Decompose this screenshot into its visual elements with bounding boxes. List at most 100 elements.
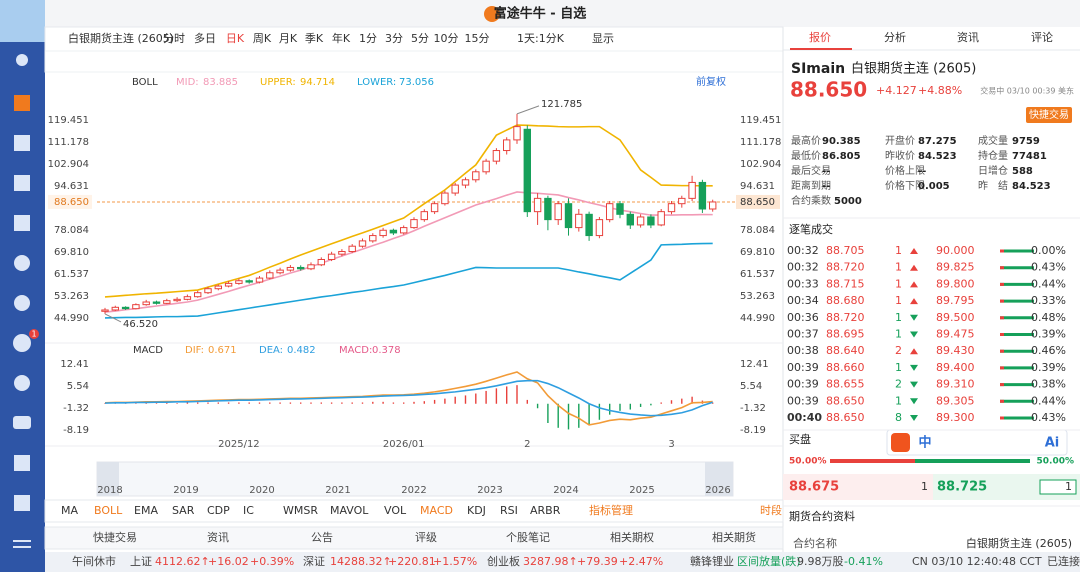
year-label: 2024 — [553, 485, 578, 496]
legend-value: 83.885 — [203, 77, 238, 88]
bottom-tab[interactable]: 快捷交易 — [93, 530, 137, 544]
icon-quote[interactable] — [14, 95, 30, 111]
icon-pie[interactable] — [14, 255, 30, 271]
indicator-tab[interactable]: RSI — [500, 504, 518, 517]
section-title: 期货合约资料 — [789, 509, 855, 523]
adjust-mode[interactable]: 前复权 — [696, 75, 726, 88]
candle-body — [348, 245, 356, 253]
bid-cell — [783, 474, 933, 500]
level-price: 89.400 — [936, 361, 975, 374]
indicator-tab[interactable]: MA — [61, 504, 78, 517]
candle-body — [214, 285, 223, 290]
index-change: +220.81 — [388, 555, 436, 568]
quick-trade[interactable]: 快捷交易 — [1029, 108, 1069, 121]
period-tab[interactable]: 10分 — [434, 32, 459, 45]
index-change: +79.39 — [577, 555, 618, 568]
panel-tab[interactable]: 资讯 — [957, 31, 979, 44]
bottom-tab[interactable]: 相关期权 — [610, 530, 654, 544]
bottom-tab[interactable]: 相关期货 — [712, 530, 756, 544]
price-line-label: 88.650 — [54, 197, 89, 208]
indicator-tab[interactable]: IC — [243, 504, 254, 517]
indicator-tab[interactable]: KDJ — [467, 504, 486, 517]
icon-game[interactable] — [13, 416, 31, 429]
icon-code[interactable] — [14, 455, 30, 471]
candle-body — [472, 171, 480, 181]
trade-arrow — [910, 415, 918, 421]
trade-time: 00:33 — [787, 277, 819, 290]
trade-volume: 2 — [895, 344, 902, 357]
period-tab[interactable]: 周K — [253, 32, 272, 45]
period-tab[interactable]: 5分 — [411, 32, 429, 45]
bottom-tab[interactable]: 资讯 — [207, 531, 229, 544]
indicator-manage[interactable]: 指标管理 — [589, 503, 633, 517]
stat-label: 距离到期 — [791, 179, 831, 192]
candle-body — [379, 229, 387, 237]
trade-price: 88.705 — [826, 244, 865, 257]
panel-tab[interactable]: 评论 — [1031, 30, 1053, 44]
trade-time: 00:32 — [787, 244, 819, 257]
indicator-tab[interactable]: BOLL — [94, 504, 123, 517]
index-pct: +2.47% — [619, 555, 663, 568]
indicator-tab[interactable]: MAVOL — [330, 504, 369, 517]
app-logo — [0, 0, 45, 42]
icon-message[interactable] — [13, 334, 31, 352]
symbol-tab[interactable]: 白银期货主连 (2605) — [68, 31, 174, 45]
candle-body — [101, 309, 109, 312]
session-tab[interactable]: 时段 — [760, 503, 782, 517]
period-tab[interactable]: 季K — [305, 32, 324, 45]
candle-body — [338, 251, 346, 255]
candle-body — [606, 203, 614, 221]
stat-value: -- — [822, 181, 830, 192]
period-tab[interactable]: 年K — [332, 31, 351, 45]
indicator-tab[interactable]: CDP — [207, 504, 230, 517]
level-price: 89.300 — [936, 411, 975, 424]
icon-trade[interactable] — [14, 175, 30, 191]
display-menu[interactable]: 显示 — [592, 32, 614, 45]
sidebar-icons — [13, 54, 31, 548]
indicator-tab[interactable]: ARBR — [530, 504, 561, 517]
icon-chart[interactable] — [14, 135, 30, 151]
alert-pct: -0.41% — [844, 555, 883, 568]
icon-menu[interactable] — [13, 540, 31, 542]
candle-body — [369, 235, 377, 242]
period-tab[interactable]: 15分 — [465, 32, 490, 45]
period-tab[interactable]: 1分 — [359, 32, 377, 45]
ask-size: 1 — [1065, 480, 1072, 493]
period-tab[interactable]: 月K — [279, 32, 298, 45]
candle-body — [173, 298, 181, 302]
indicator-tab[interactable]: WMSR — [283, 504, 318, 517]
trade-time: 00:39 — [787, 394, 819, 407]
panel-tab[interactable]: 分析 — [884, 30, 906, 44]
panel-tab[interactable]: 报价 — [809, 30, 831, 44]
indicator-tab[interactable]: SAR — [172, 504, 195, 517]
icon-user[interactable] — [16, 54, 28, 66]
period-tab[interactable]: 分时 — [163, 32, 185, 45]
bottom-tab[interactable]: 评级 — [415, 531, 437, 544]
icon-filter[interactable] — [14, 215, 30, 231]
period-tab[interactable]: 多日 — [194, 31, 216, 45]
index-name: 上证 — [130, 555, 152, 568]
indicator-tab[interactable]: EMA — [134, 504, 158, 517]
level-price: 89.800 — [936, 277, 975, 290]
icon-menu[interactable] — [13, 546, 31, 548]
y-tick-label: 5.54 — [67, 381, 89, 392]
legend-name: DIF: — [185, 345, 204, 356]
period-tab[interactable]: 日K — [226, 32, 245, 45]
bottom-tab[interactable]: 公告 — [311, 531, 333, 544]
level-price: 89.305 — [936, 394, 975, 407]
indicator-tab[interactable]: MACD — [420, 504, 453, 517]
bid-price: 88.675 — [789, 480, 839, 495]
bid-size: 1 — [921, 480, 928, 493]
icon-doc[interactable] — [14, 495, 30, 511]
icon-moon[interactable] — [14, 375, 30, 391]
indicator-tab[interactable]: VOL — [384, 504, 407, 517]
range-select[interactable]: 1天:1分K — [517, 32, 565, 45]
trade-volume: 1 — [895, 244, 902, 257]
quick-trade-button[interactable] — [1026, 107, 1072, 123]
y-tick-label: 119.451 — [740, 115, 781, 126]
bottom-tab[interactable]: 个股笔记 — [506, 530, 550, 544]
period-tab[interactable]: 3分 — [385, 32, 403, 45]
icon-news[interactable] — [14, 295, 30, 311]
title-bar — [45, 0, 1080, 27]
trade-volume: 8 — [895, 411, 902, 424]
